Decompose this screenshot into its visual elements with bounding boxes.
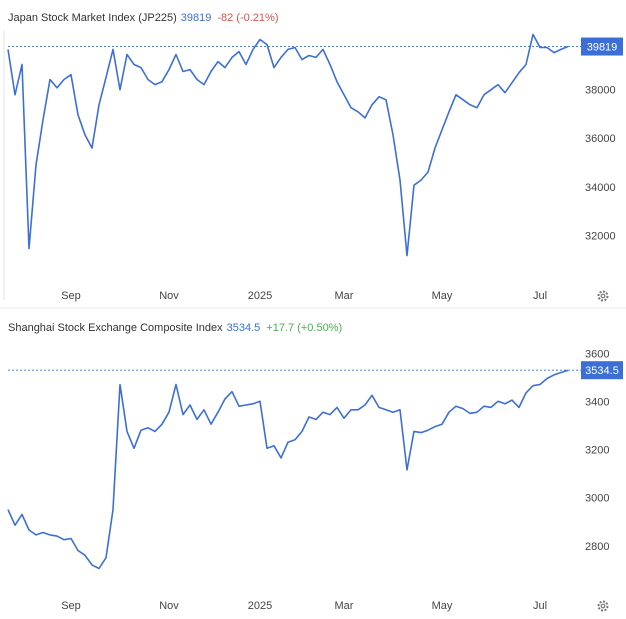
y-tick-label: 3400: [585, 396, 609, 408]
chart-title: Japan Stock Market Index (JP225): [8, 12, 177, 24]
x-tick-label: 2025: [248, 600, 272, 612]
x-tick-label: Jul: [533, 600, 547, 612]
chart-title: Shanghai Stock Exchange Composite Index: [8, 322, 223, 334]
y-tick-label: 2800: [585, 541, 609, 553]
settings-icon[interactable]: [597, 600, 609, 612]
y-tick-label: 36000: [585, 133, 616, 145]
y-tick-label: 34000: [585, 182, 616, 194]
last-value-box: [581, 37, 623, 56]
change: -82 (-0.21%): [217, 12, 278, 24]
price-line: [7, 33, 569, 257]
price: 3534.5: [227, 322, 261, 334]
y-tick-label: 3000: [585, 493, 609, 505]
x-tick-label: Nov: [159, 290, 179, 302]
settings-icon[interactable]: [597, 290, 609, 302]
x-tick-label: Sep: [61, 290, 81, 302]
x-tick-label: Mar: [335, 600, 354, 612]
y-tick-label: 3600: [585, 348, 609, 360]
price: 39819: [181, 12, 212, 24]
y-tick-label: 32000: [585, 230, 616, 242]
last-value-box: [581, 361, 623, 380]
x-tick-label: Jul: [533, 290, 547, 302]
x-tick-label: Mar: [335, 290, 354, 302]
chart-header: Shanghai Stock Exchange Composite Index 3…: [8, 322, 342, 334]
y-tick-label: 38000: [585, 85, 616, 97]
change: +17.7 (+0.50%): [266, 322, 342, 334]
chart-header: Japan Stock Market Index (JP225) 39819 -82…: [8, 12, 278, 24]
x-tick-label: Sep: [61, 600, 81, 612]
y-tick-label: 3200: [585, 445, 609, 457]
price-line: [7, 369, 569, 570]
x-tick-label: Nov: [159, 600, 179, 612]
last-value-label: 3534.5: [585, 365, 619, 377]
x-tick-label: May: [432, 600, 453, 612]
x-tick-label: 2025: [248, 290, 272, 302]
x-tick-label: May: [432, 290, 453, 302]
last-value-label: 39819: [587, 41, 618, 53]
